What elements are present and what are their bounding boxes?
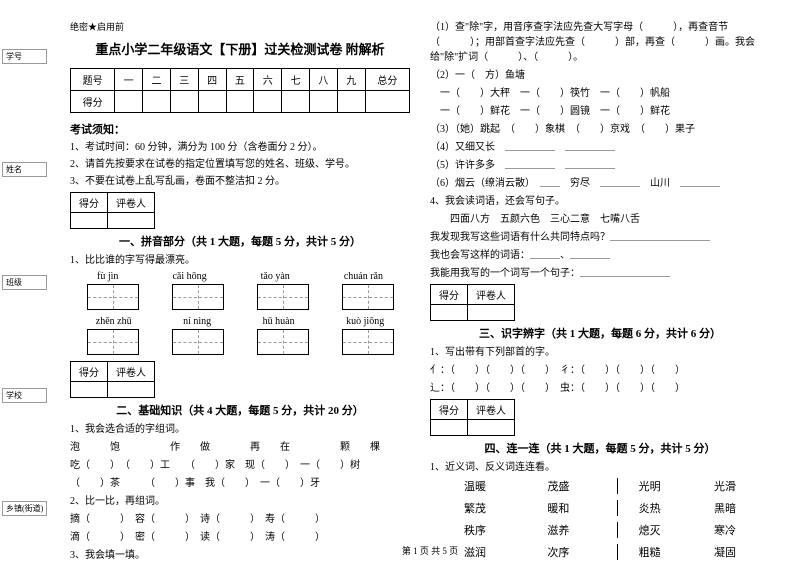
- s4-q1: 1、近义词、反义词连连看。: [430, 460, 770, 475]
- th-5: 五: [226, 69, 254, 91]
- r-q4-1: 四面八方 五颜六色 三心二意 七嘴八舌: [430, 212, 770, 227]
- r-q4-2: 我发现我写这些词语有什么共同特点吗？＿＿＿＿＿＿＿＿＿＿: [430, 230, 770, 245]
- s3-q1: 1、写出带有下列部首的字。: [430, 345, 770, 360]
- pinyin-row-1: fù jìn cǎi hōng tǎo yàn chuán rǎn: [70, 271, 410, 282]
- grid-box: [342, 329, 394, 355]
- r-l8: （6）烟云（缭消云散） ＿＿ 穷尽 ＿＿＿＿ 山川 ＿＿＿＿: [430, 176, 770, 191]
- th-4: 四: [198, 69, 226, 91]
- secret-label: 绝密★启用前: [70, 20, 410, 33]
- section2-title: 二、基础知识（共 4 大题，每题 5 分，共计 20 分）: [70, 402, 410, 418]
- grid-box: [257, 329, 309, 355]
- th-1: 一: [115, 69, 143, 91]
- score-table: 题号 一 二 三 四 五 六 七 八 九 总分 得分: [70, 68, 410, 113]
- label-xiangzhen: 乡镇(街道): [2, 501, 47, 516]
- sub-score-2: 得分评卷人: [70, 361, 155, 398]
- section1-title: 一、拼音部分（共 1 大题，每题 5 分，共计 5 分）: [70, 233, 410, 249]
- r-q4-4: 我能用我写的一个词写一个句子：＿＿＿＿＿＿＿＿＿: [430, 266, 770, 281]
- label-xuexiao: 学校: [2, 388, 47, 403]
- notice-1: 1、考试时间：60 分钟，满分为 100 分（含卷面分 2 分）。: [70, 141, 410, 155]
- r-l2: （2）一（ 方）鱼塘: [430, 68, 770, 83]
- s2-l1: 泡 饱 作 做 再 在 颗 棵: [70, 440, 410, 455]
- s3-l2: 辶：（ ）（ ）（ ） 虫：（ ）（ ）（ ）: [430, 381, 770, 396]
- left-column: 绝密★启用前 重点小学二年级语文【下册】过关检测试卷 附解析 题号 一 二 三 …: [70, 20, 410, 566]
- th-2: 二: [143, 69, 171, 91]
- grid-box: [257, 284, 309, 310]
- sub-score-4: 得分评卷人: [430, 399, 515, 436]
- label-xingming: 姓名: [2, 162, 47, 177]
- match-row-1: 温暖 茂盛 光明 光滑: [430, 478, 770, 494]
- pinyin-row-2: zhēn zhū ní nìng hū huàn kuò jiōng: [70, 316, 410, 327]
- th-3: 三: [170, 69, 198, 91]
- s2-q1: 1、我会选合适的字组词。: [70, 422, 410, 437]
- s2-l4: 摘（ ） 容（ ） 诗（ ） 寿（ ）: [70, 512, 410, 527]
- page-footer: 第 1 页 共 5 页: [30, 544, 800, 557]
- sub-score-3: 得分评卷人: [430, 284, 515, 321]
- r-q4: 4、我会读词语，还会写句子。: [430, 194, 770, 209]
- match-row-3: 秩序 滋养 熄灭 寒冷: [430, 522, 770, 538]
- grid-box: [87, 329, 139, 355]
- s2-l2: 吃（ ） （ ）工 （ ）家 现（ ） 一（ ）树: [70, 458, 410, 473]
- s3-l1: 亻：（ ）（ ）（ ） 彳：（ ）（ ）（ ）: [430, 363, 770, 378]
- s2-l5: 滴（ ） 密（ ） 读（ ） 涛（ ）: [70, 530, 410, 545]
- label-xuehao: 学号: [2, 49, 47, 64]
- grid-row-2: [70, 329, 410, 355]
- r-l6: （4）又细又长 ＿＿＿＿＿ ＿＿＿＿＿: [430, 140, 770, 155]
- th-8: 八: [310, 69, 338, 91]
- score-label: 得分: [71, 91, 115, 113]
- exam-title: 重点小学二年级语文【下册】过关检测试卷 附解析: [70, 39, 410, 58]
- binding-labels: 学号 姓名 班级 学校 乡镇(街道): [2, 0, 47, 565]
- s1-q1: 1、比比谁的字写得最漂亮。: [70, 253, 410, 268]
- th-6: 六: [254, 69, 282, 91]
- th-9: 九: [337, 69, 365, 91]
- grid-row-1: [70, 284, 410, 310]
- r-l5: （3）（她）跳起 （ ）象棋 （ ）京戏 （ ）果子: [430, 122, 770, 137]
- sub-score-1: 得分评卷人: [70, 192, 155, 229]
- section4-title: 四、连一连（共 1 大题，每题 5 分，共计 5 分）: [430, 440, 770, 456]
- notice-3: 3、不要在试卷上乱写乱画，卷面不整洁扣 2 分。: [70, 175, 410, 189]
- r-l3: 一（ ）大秤 一（ ）筷竹 一（ ）帆船: [430, 86, 770, 101]
- grid-box: [87, 284, 139, 310]
- r-l4: 一（ ）鲜花 一（ ）圆镜 一（ ）鲜花: [430, 104, 770, 119]
- s2-l3: （ ）茶 （ ）事 我（ ） 一（ ）牙: [70, 476, 410, 491]
- grid-box: [172, 329, 224, 355]
- right-column: （1）查"除"字，用音序查字法应先查大写字母（ ），再查音节（ ）；用部首查字法…: [430, 20, 770, 566]
- r-l1: （1）查"除"字，用音序查字法应先查大写字母（ ），再查音节（ ）；用部首查字法…: [430, 20, 770, 65]
- label-banji: 班级: [2, 275, 47, 290]
- notice-2: 2、请首先按要求在试卷的指定位置填写您的姓名、班级、学号。: [70, 158, 410, 172]
- r-q4-3: 我也会写这样的词语：＿＿＿、＿＿＿＿: [430, 248, 770, 263]
- th-10: 总分: [365, 69, 409, 91]
- match-row-2: 繁茂 暖和 炎热 黑暗: [430, 500, 770, 516]
- th-7: 七: [282, 69, 310, 91]
- grid-box: [172, 284, 224, 310]
- s2-q2: 2、比一比，再组词。: [70, 494, 410, 509]
- th-0: 题号: [71, 69, 115, 91]
- grid-box: [342, 284, 394, 310]
- section3-title: 三、识字辨字（共 1 大题，每题 6 分，共计 6 分）: [430, 325, 770, 341]
- notice-title: 考试须知：: [70, 121, 410, 137]
- r-l7: （5）许许多多 ＿＿＿＿＿ ＿＿＿＿＿: [430, 158, 770, 173]
